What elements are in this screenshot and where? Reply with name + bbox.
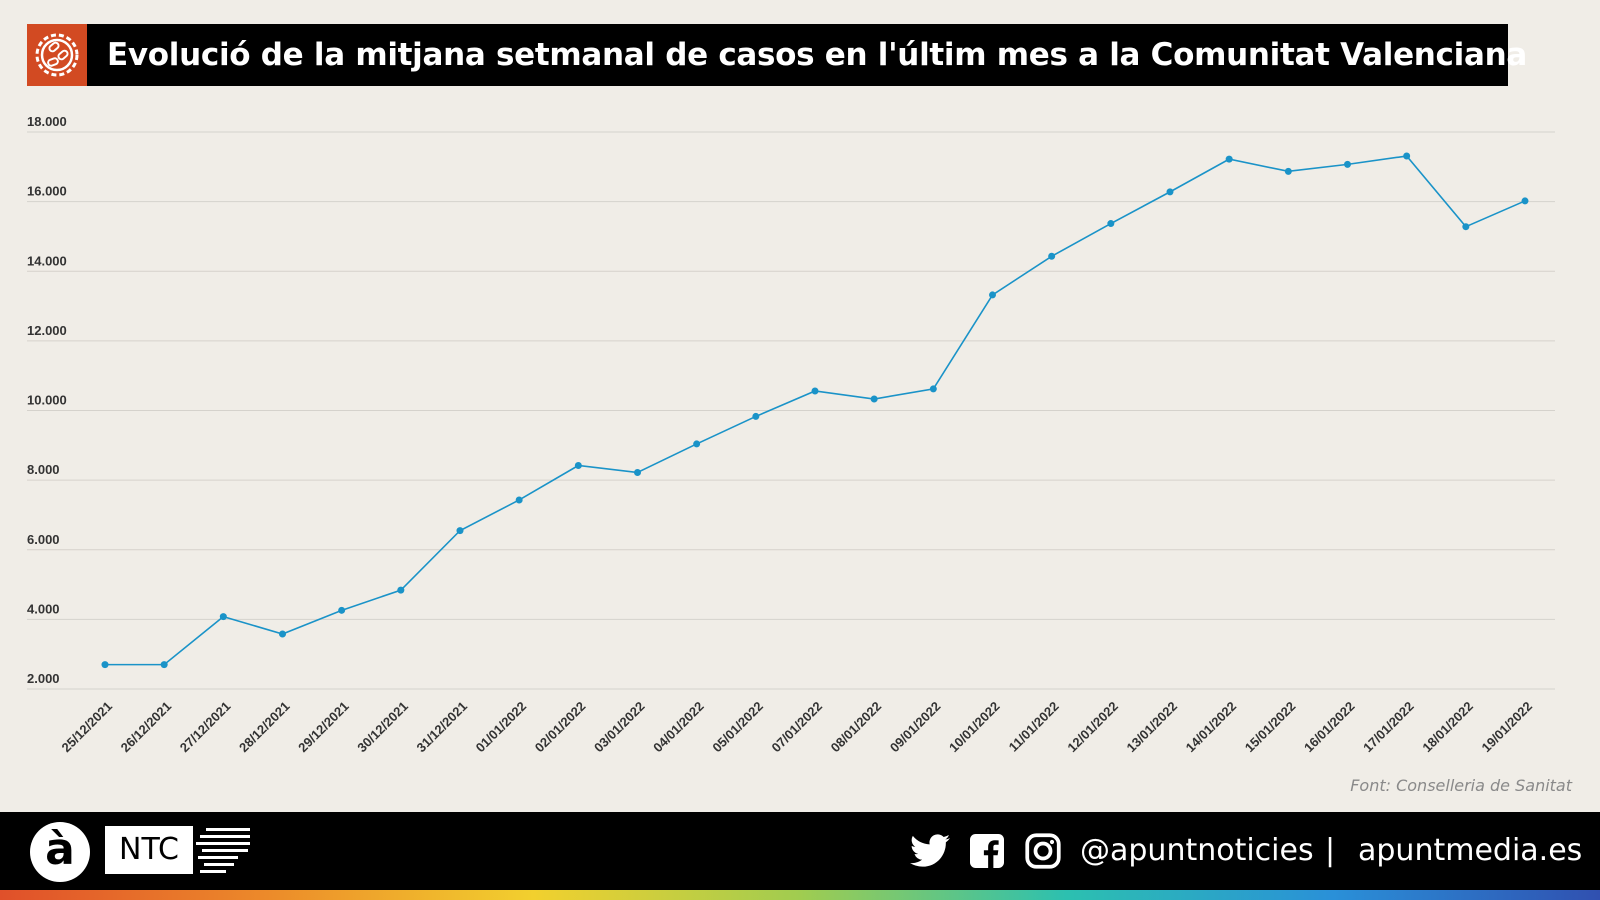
x-tick-label: 15/01/2022	[1242, 699, 1299, 756]
x-tick-label: 31/12/2021	[413, 699, 470, 756]
data-point	[929, 385, 937, 393]
apunt-logo: à	[30, 822, 90, 882]
data-point	[811, 387, 819, 395]
twitter-handle[interactable]: @apuntnoticies	[1080, 833, 1314, 868]
footer: à NTC @apuntnoticies | apuntmedia.es	[0, 812, 1600, 890]
x-tick-label: 30/12/2021	[354, 699, 411, 756]
x-tick-label: 29/12/2021	[295, 699, 352, 756]
separator: |	[1325, 833, 1336, 868]
data-point	[1462, 223, 1470, 231]
ntc-logo: NTC	[105, 826, 193, 874]
data-point	[279, 630, 286, 638]
y-tick-label: 10.000	[27, 393, 67, 408]
y-tick-label: 6.000	[27, 532, 60, 547]
website-link[interactable]: apuntmedia.es	[1358, 833, 1583, 868]
data-point	[1403, 152, 1411, 160]
x-tick-label: 14/01/2022	[1183, 699, 1240, 756]
x-tick-label: 25/12/2021	[58, 699, 115, 756]
data-point	[1521, 197, 1529, 205]
y-tick-label: 4.000	[27, 601, 60, 616]
data-point	[1225, 155, 1233, 163]
y-tick-label: 12.000	[27, 323, 67, 338]
data-point	[160, 661, 168, 669]
data-point	[634, 468, 641, 476]
data-point	[397, 586, 405, 594]
y-tick-label: 16.000	[27, 184, 67, 199]
data-point	[870, 395, 878, 403]
x-tick-label: 07/01/2022	[768, 699, 825, 756]
twitter-icon[interactable]	[910, 834, 950, 868]
x-tick-label: 02/01/2022	[532, 699, 589, 756]
data-point	[1107, 220, 1115, 228]
data-point	[219, 613, 227, 621]
ntc-lines-icon	[196, 828, 250, 873]
instagram-icon[interactable]	[1025, 833, 1061, 869]
data-point	[1048, 252, 1056, 260]
source-note: Font: Conselleria de Sanitat	[1350, 776, 1572, 795]
facebook-icon[interactable]	[970, 833, 1004, 869]
y-tick-label: 8.000	[27, 462, 60, 477]
x-tick-label: 09/01/2022	[887, 699, 944, 756]
y-tick-label: 2.000	[27, 671, 60, 686]
x-tick-label: 28/12/2021	[236, 699, 293, 756]
x-tick-label: 04/01/2022	[650, 699, 707, 756]
x-tick-label: 08/01/2022	[828, 699, 885, 756]
data-point	[1166, 188, 1174, 196]
data-point	[1284, 167, 1292, 175]
data-point	[693, 440, 701, 448]
y-tick-label: 14.000	[27, 253, 67, 268]
x-tick-label: 16/01/2022	[1301, 699, 1358, 756]
x-tick-label: 17/01/2022	[1360, 699, 1417, 756]
x-tick-label: 01/01/2022	[473, 699, 530, 756]
x-tick-label: 19/01/2022	[1478, 699, 1535, 756]
x-tick-label: 10/01/2022	[946, 699, 1003, 756]
data-point	[1344, 160, 1351, 168]
title-bar: Evolució de la mitjana setmanal de casos…	[27, 24, 1527, 86]
data-point	[456, 527, 464, 535]
data-point	[989, 291, 996, 299]
x-tick-label: 26/12/2021	[118, 699, 175, 756]
x-tick-label: 27/12/2021	[177, 699, 234, 756]
data-point	[101, 661, 109, 669]
data-point	[574, 462, 582, 470]
x-tick-label: 18/01/2022	[1419, 699, 1476, 756]
data-point	[752, 412, 760, 420]
x-tick-label: 13/01/2022	[1123, 699, 1180, 756]
data-point	[515, 496, 523, 504]
data-point	[338, 606, 346, 614]
virus-icon	[27, 24, 87, 86]
y-tick-label: 18.000	[27, 114, 67, 129]
rainbow-stripe	[0, 890, 1600, 900]
x-tick-label: 12/01/2022	[1064, 699, 1121, 756]
line-chart: 2.000 4.000 6.000 8.000 10.000 12.000 14.000 16…	[27, 114, 1555, 756]
x-tick-label: 11/01/2022	[1006, 699, 1062, 755]
x-tick-label: 03/01/2022	[591, 699, 648, 756]
chart-title: Evolució de la mitjana setmanal de casos…	[107, 37, 1527, 73]
x-tick-label: 05/01/2022	[709, 699, 766, 756]
